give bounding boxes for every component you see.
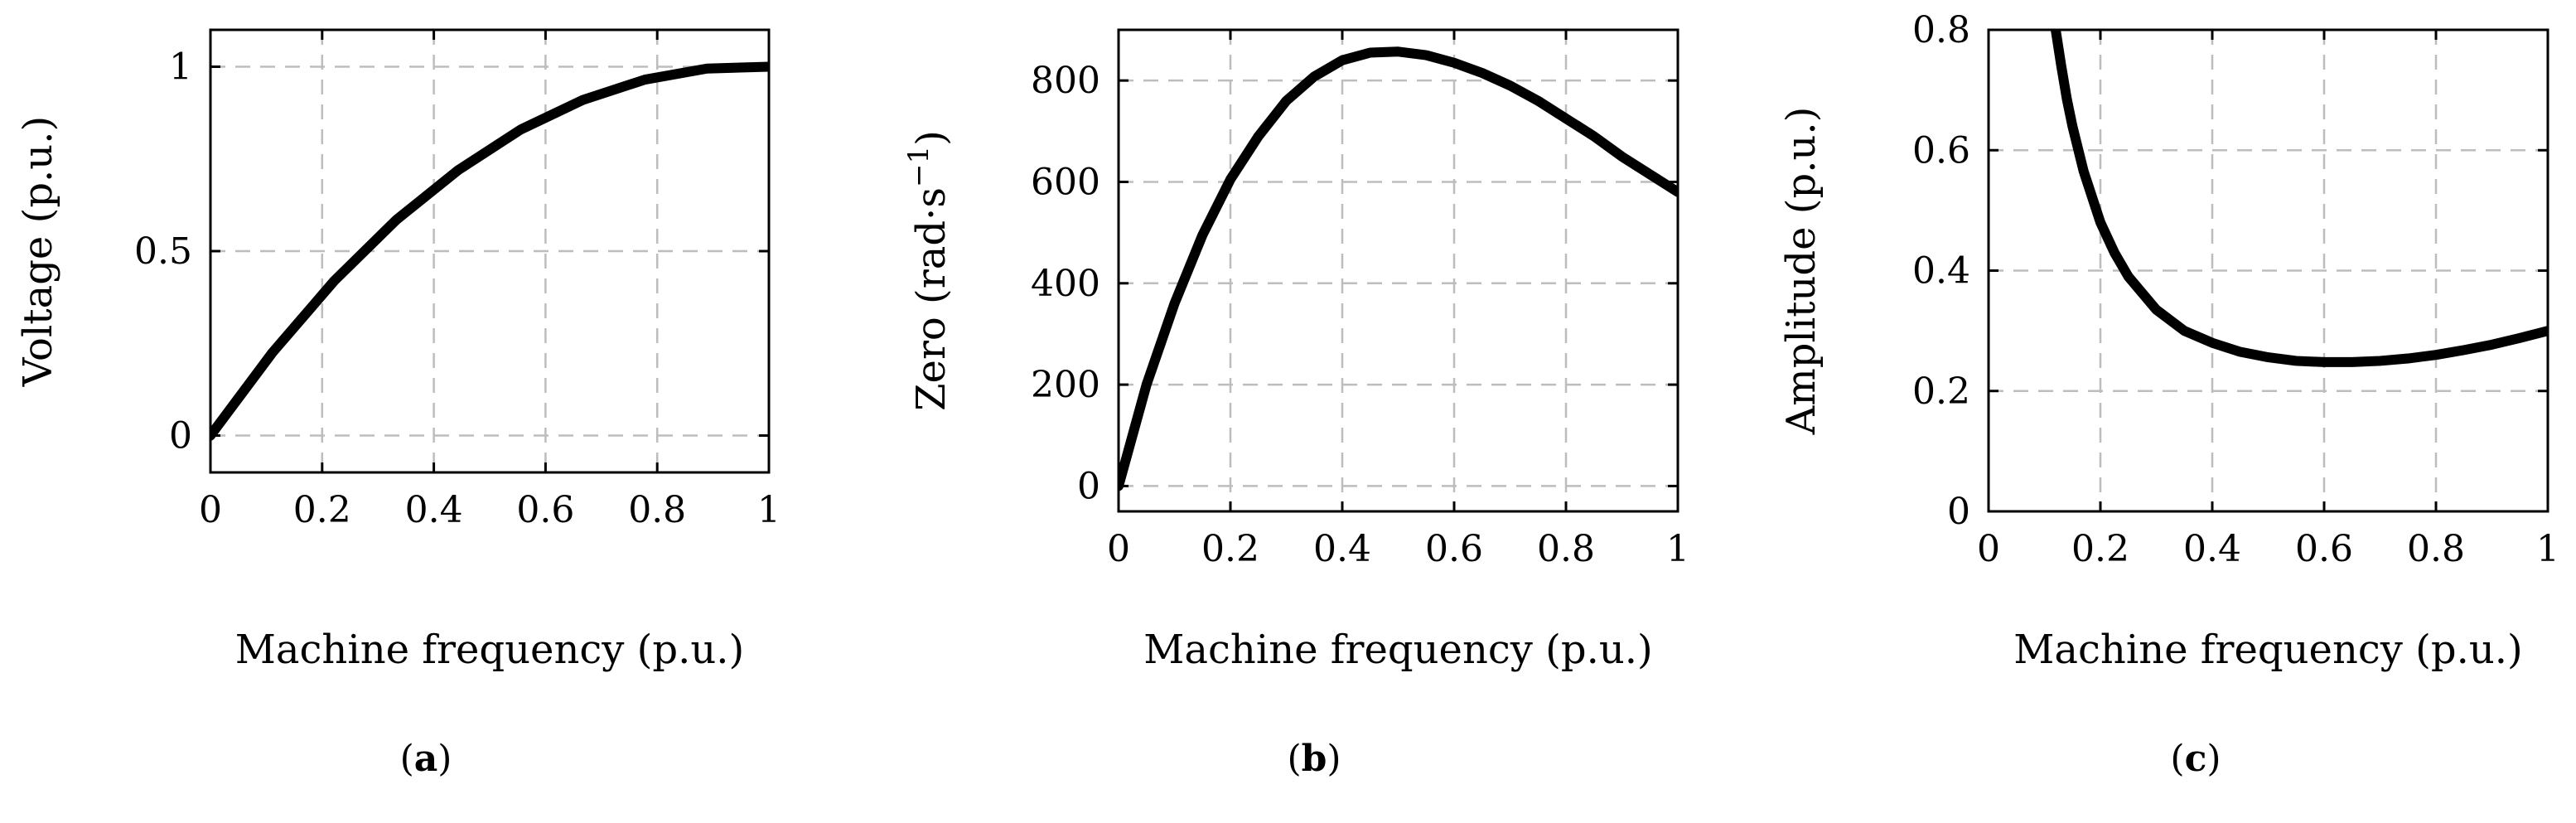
- y-tick-label: 0.2: [1912, 370, 1970, 413]
- x-tick-label: 0: [1977, 528, 2000, 570]
- x-tick-label: 0.4: [2183, 528, 2241, 570]
- panel-caption: (c): [2170, 738, 2221, 780]
- x-axis-label: Machine frequency (p.u.): [1143, 627, 1652, 673]
- panel-caption: (b): [1287, 738, 1341, 780]
- x-tick-label: 0.2: [1201, 528, 1259, 570]
- y-axis-label-superscript: −1: [902, 146, 935, 187]
- y-tick-label: 200: [1031, 364, 1100, 406]
- caption-open-paren: (: [1287, 738, 1301, 780]
- y-tick-label: 1: [169, 46, 192, 89]
- chart-panel-c: 0 0.2 0.4 0.6 0.8 1 0 0.2 0.4 0.6 0.8 Machine frequ…: [1778, 9, 2559, 780]
- x-tick-label: 0.8: [2407, 528, 2465, 570]
- x-axis-label: Machine frequency (p.u.): [235, 627, 744, 673]
- x-tick-label: 1: [1666, 528, 1689, 570]
- panel-caption: (a): [400, 738, 452, 780]
- y-tick-label: 0.8: [1912, 9, 1970, 51]
- series-line: [210, 61, 769, 441]
- x-tick-label: 0.6: [516, 489, 574, 531]
- y-tick-label: 0.6: [1912, 129, 1970, 172]
- chart-panel-a: 0 0.2 0.4 0.6 0.8 1 0 0.5 1 Machine frequency (p.…: [15, 28, 781, 780]
- x-tick-label: 0: [199, 489, 222, 531]
- x-tick-label: 1: [2536, 528, 2559, 570]
- x-tick-label: 0.6: [1425, 528, 1483, 570]
- x-axis-label: Machine frequency (p.u.): [2013, 627, 2522, 673]
- y-tick-label: 0.4: [1912, 250, 1970, 293]
- y-axis-label-tail: ): [908, 130, 955, 146]
- caption-close-paren: ): [1327, 738, 1341, 780]
- caption-letter: a: [414, 738, 438, 780]
- y-tick-label: 800: [1031, 60, 1100, 102]
- x-tick-label: 0.2: [293, 489, 351, 531]
- caption-letter: c: [2185, 738, 2207, 780]
- x-tick-label: 0: [1107, 528, 1130, 570]
- y-tick-label: 600: [1031, 161, 1100, 203]
- caption-close-paren: ): [2206, 738, 2221, 780]
- x-tick-label: 0.4: [405, 489, 463, 531]
- y-axis-label: Voltage (p.u.): [15, 116, 61, 387]
- caption-close-paren: ): [437, 738, 452, 780]
- caption-open-paren: (: [2170, 738, 2184, 780]
- y-tick-label: 400: [1031, 263, 1100, 305]
- series-line: [2051, 30, 2548, 367]
- chart-panel-b: 0 0.2 0.4 0.6 0.8 1 0 200 400 600 800 Machine frequ…: [902, 28, 1689, 780]
- y-tick-label: 0: [1947, 491, 1970, 533]
- y-axis-label: Amplitude (p.u.): [1778, 107, 1824, 436]
- y-tick-label: 0: [169, 415, 192, 457]
- x-tick-label: 0.8: [628, 489, 686, 531]
- plot-frame: [1117, 28, 1679, 513]
- x-tick-label: 0.8: [1537, 528, 1595, 570]
- caption-open-paren: (: [400, 738, 414, 780]
- caption-letter: b: [1302, 738, 1327, 780]
- x-tick-label: 0.2: [2071, 528, 2129, 570]
- x-tick-label: 1: [757, 489, 781, 531]
- x-tick-label: 0.6: [2295, 528, 2353, 570]
- y-tick-label: 0.5: [134, 230, 192, 273]
- series-line: [1119, 46, 1678, 491]
- y-tick-label: 0: [1077, 465, 1100, 507]
- y-axis-label: Zero (rad·s−1): [902, 130, 955, 411]
- x-tick-label: 0.4: [1313, 528, 1371, 570]
